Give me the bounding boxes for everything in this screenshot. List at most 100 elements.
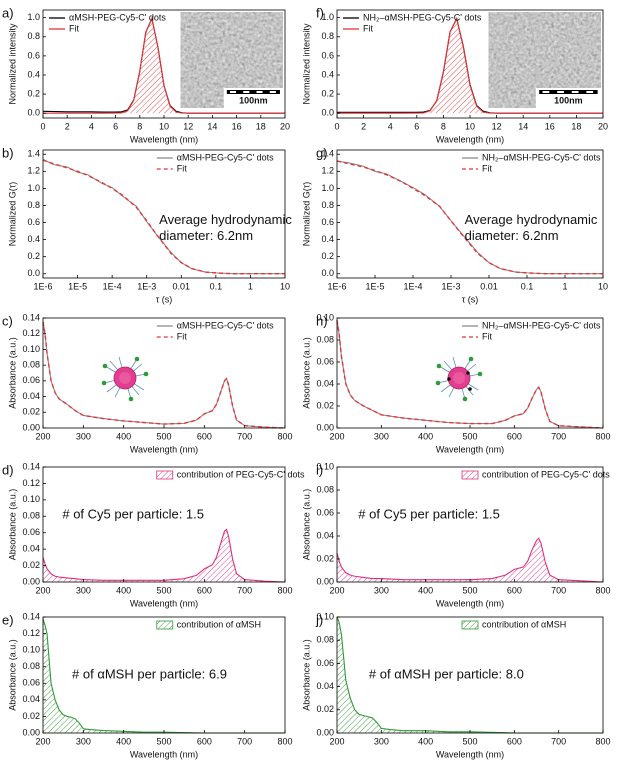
legend-label: contribution of PEG-Cy5-C' dots [177,469,305,479]
x-tick-label: 500 [156,736,171,746]
chart-panel: f) 100nm 0 2 4 6 8 10 12 14 16 18 20 0.0 0.2 0.4 0.6 0.8 1… [301,5,608,144]
plot-frame [336,317,604,429]
y-axis-label: Normalized intensity [301,23,311,105]
plot-frame [42,149,286,279]
x-tick-label: 16 [232,121,242,131]
x-axis-label: Wavelength (nm) [130,598,198,608]
y-tick-label: 0.8 [321,200,334,210]
chart-panel: c) 200 300 400 500 600 700 800 0.00 0.02 0.04 0.06 0… [2,312,293,454]
y-tick-label: 0.0 [27,268,40,278]
panel-label: a) [2,5,14,20]
y-tick-label: 0.2 [27,251,40,261]
x-axis-label: τ (s) [462,294,479,304]
x-tick-label: 200 [329,585,344,595]
y-tick-label: 0.2 [27,88,40,98]
y-tick-label: 0.6 [321,50,334,60]
series-line [336,616,603,734]
y-tick-label: 0.10 [22,494,40,504]
series-line [336,537,604,583]
x-tick-label: 10 [159,121,169,131]
panel-label: c) [2,313,13,328]
panel-label: h) [316,313,328,328]
x-tick-label: 800 [595,736,610,746]
series-line [337,16,603,114]
scale-bar [539,90,598,94]
x-tick-label: 10 [280,281,290,291]
x-tick-label: 8 [441,121,446,131]
panel-label: d) [2,462,14,477]
chart-panel: a) 100nm 0 2 4 6 8 10 12 14 16 18 20 0.0 0.2 0.4 0.6 0.8 1… [2,5,290,144]
y-tick-label: 0.04 [22,544,40,554]
y-tick-label: 0.10 [22,645,40,655]
x-axis-label: Wavelength (nm) [130,749,198,759]
y-tick-label: 0.6 [27,217,40,227]
x-tick-label: 300 [76,736,91,746]
y-tick-label: 1.4 [27,149,40,159]
y-tick-label: 0.4 [321,69,334,79]
x-tick-label: 200 [35,585,50,595]
x-tick-label: 200 [329,736,344,746]
annotation: # of Cy5 per particle: 1.5 [62,507,204,522]
x-tick-label: 500 [462,431,477,441]
x-tick-label: 0 [334,121,339,131]
scale-bar [226,90,280,94]
x-axis-label: Wavelength (nm) [436,134,504,144]
x-tick-label: 14 [518,121,528,131]
legend-label: NH₂–αMSH-PEG-Cy5-C' dots [482,320,601,330]
x-tick-label: 6 [414,121,419,131]
x-tick-label: 600 [197,431,212,441]
x-tick-label: 4 [388,121,393,131]
y-axis-label: Absorbance (a.u.) [301,639,311,711]
x-tick-label: 800 [595,585,610,595]
y-tick-label: 0.04 [316,681,334,691]
x-tick-label: 1E-6 [327,281,346,291]
x-tick-label: 1E-3 [441,281,460,291]
x-tick-label: 300 [76,585,91,595]
y-tick-label: 0.00 [22,576,40,586]
x-tick-label: 500 [462,736,477,746]
y-tick-label: 0.06 [316,507,334,517]
x-tick-label: 10 [465,121,475,131]
y-tick-label: 0.06 [22,678,40,688]
annotation: # of Cy5 per particle: 1.5 [358,507,500,522]
legend-label: NH₂–αMSH-PEG-Cy5-C' dots [482,152,601,162]
y-tick-label: 0.14 [22,611,40,621]
x-axis-label: Wavelength (nm) [130,134,198,144]
y-axis-label: Normalized G(τ) [7,182,17,247]
legend-label: Fit [69,23,79,33]
y-axis-label: Absorbance (a.u.) [301,337,311,409]
x-tick-label: 0.01 [173,281,191,291]
y-tick-label: 0.10 [22,344,40,354]
series-line [42,528,286,583]
x-tick-label: 18 [256,121,266,131]
chart-panel: g) 1E-6 1E-5 1E-4 1E-3 0.01 0.1 1 10 0.0 0.2 0.4 0.6… [301,145,608,304]
y-tick-label: 0.10 [316,461,334,471]
x-tick-label: 1E-3 [137,281,156,291]
chart-panel: e) 200 300 400 500 600 700 800 0.00 0.02 0.04 0.06 0… [2,611,293,759]
panel-label: e) [2,612,14,627]
y-tick-label: 0.00 [22,422,40,432]
x-tick-label: 800 [277,585,292,595]
x-tick-label: 0.01 [480,281,498,291]
x-tick-label: 800 [595,431,610,441]
y-tick-label: 0.02 [22,560,40,570]
y-tick-label: 0.12 [22,478,40,488]
x-tick-label: 400 [418,585,433,595]
x-axis-label: Wavelength (nm) [130,444,198,454]
x-tick-label: 20 [598,121,608,131]
legend-label: contribution of αMSH [482,619,566,629]
x-tick-label: 0.1 [521,281,534,291]
y-tick-label: 0.00 [316,727,334,737]
x-tick-label: 500 [462,585,477,595]
scale-bar-tick [269,91,276,93]
x-tick-label: 600 [507,736,522,746]
legend-label: contribution of αMSH [177,619,261,629]
x-tick-label: 300 [76,431,91,441]
panel-label: j) [315,612,323,627]
y-tick-label: 0.6 [321,217,334,227]
y-tick-label: 0.8 [321,31,334,41]
y-axis-label: Absorbance (a.u.) [7,639,17,711]
series-area [43,618,285,733]
y-axis-label: Absorbance (a.u.) [7,489,17,561]
x-tick-label: 1E-6 [33,281,52,291]
